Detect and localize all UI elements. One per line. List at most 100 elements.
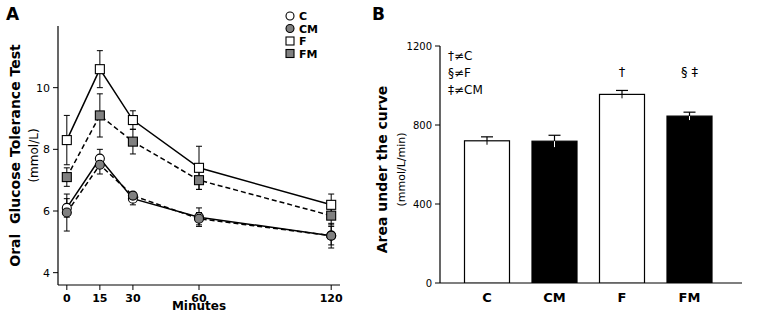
y-tick-label: 6 — [43, 205, 50, 218]
marker — [128, 116, 137, 125]
x-tick-label: F — [618, 290, 627, 305]
error-cap — [97, 93, 103, 94]
legend-marker — [286, 37, 294, 45]
y-axis-label: Oral Glucose Tolerance Test — [7, 44, 23, 267]
bar — [667, 116, 712, 283]
y-tick — [53, 211, 58, 212]
annotation: ‡≠CM — [448, 83, 483, 97]
marker — [327, 211, 336, 220]
legend-label: FM — [299, 48, 317, 61]
x-tick-label: C — [482, 290, 492, 305]
x-tick-label: 120 — [320, 292, 343, 305]
legend: CCMFFM — [286, 10, 318, 61]
x-tick-label: 30 — [125, 292, 141, 305]
y-tick — [435, 46, 440, 47]
error-cap — [328, 226, 334, 227]
y-tick-label: 0 — [426, 278, 432, 289]
error-stem-lower — [487, 141, 488, 145]
error-cap — [64, 194, 70, 195]
legend-label: CM — [299, 23, 318, 36]
error-stem-lower — [689, 116, 690, 120]
y-axis-units: (mmol/L) — [27, 128, 41, 182]
marker — [62, 173, 71, 182]
error-cap — [97, 149, 103, 150]
error-cap — [196, 189, 202, 190]
marker — [128, 137, 137, 146]
error-stem-lower — [622, 94, 623, 98]
panel-label: B — [372, 4, 385, 24]
error-cap — [196, 226, 202, 227]
error-cap — [97, 137, 103, 138]
significance-note: § ‡ — [681, 64, 699, 79]
y-tick-label: 4 — [43, 267, 50, 280]
bar — [600, 94, 645, 283]
series-line — [67, 69, 331, 205]
annotation: §≠F — [448, 66, 471, 80]
plot-area — [62, 51, 335, 248]
y-tick-label: 1200 — [407, 41, 432, 52]
error-bar — [549, 135, 561, 147]
error-cap — [130, 129, 136, 130]
marker — [128, 191, 137, 200]
y-axis-label: Area under the curve — [374, 86, 390, 254]
marker — [62, 208, 71, 217]
figure: A468100153060120MinutesOral Glucose Tole… — [0, 0, 761, 317]
error-cap — [97, 50, 103, 51]
y-tick — [53, 87, 58, 88]
error-cap — [64, 186, 70, 187]
error-cap — [549, 135, 561, 136]
marker — [62, 136, 71, 145]
y-tick-label: 8 — [43, 143, 50, 156]
y-tick — [435, 283, 440, 284]
error-cap — [64, 231, 70, 232]
marker — [195, 163, 204, 172]
marker — [327, 231, 336, 240]
x-tick-label: FM — [679, 290, 701, 305]
series-line — [67, 159, 331, 236]
error-cap — [481, 136, 493, 137]
error-cap — [130, 110, 136, 111]
error-cap — [130, 153, 136, 154]
x-tick-label: 15 — [92, 292, 107, 305]
series-line — [67, 115, 331, 215]
marker — [195, 176, 204, 185]
legend-marker — [286, 12, 294, 20]
x-tick — [199, 285, 200, 290]
error-cap — [130, 204, 136, 205]
series-line — [67, 165, 331, 236]
error-cap — [64, 164, 70, 165]
y-tick — [53, 149, 58, 150]
x-tick — [99, 285, 100, 290]
bar — [465, 141, 510, 283]
error-stem — [554, 135, 555, 141]
y-tick-label: 400 — [413, 199, 432, 210]
plot-area — [465, 90, 713, 283]
y-axis — [439, 46, 440, 283]
error-cap — [616, 90, 628, 91]
marker — [95, 111, 104, 120]
error-cap — [328, 248, 334, 249]
error-cap — [328, 194, 334, 195]
error-cap — [684, 112, 696, 113]
y-tick-label: 10 — [36, 82, 50, 95]
error-cap — [97, 174, 103, 175]
y-tick — [435, 125, 440, 126]
bar — [532, 141, 577, 283]
error-cap — [97, 87, 103, 88]
x-tick-label: CM — [543, 290, 565, 305]
error-cap — [64, 115, 70, 116]
x-tick — [66, 285, 67, 290]
legend-marker — [286, 50, 294, 58]
error-stem-lower — [554, 141, 555, 147]
x-tick-label: 0 — [63, 292, 71, 305]
y-tick-label: 800 — [413, 120, 432, 131]
panel-label: A — [6, 4, 20, 24]
x-axis-label: Minutes — [172, 299, 226, 313]
error-cap — [328, 224, 334, 225]
x-tick — [132, 285, 133, 290]
y-axis — [57, 26, 58, 285]
y-tick — [53, 272, 58, 273]
error-bar — [616, 90, 628, 98]
error-cap — [196, 224, 202, 225]
error-cap — [328, 244, 334, 245]
